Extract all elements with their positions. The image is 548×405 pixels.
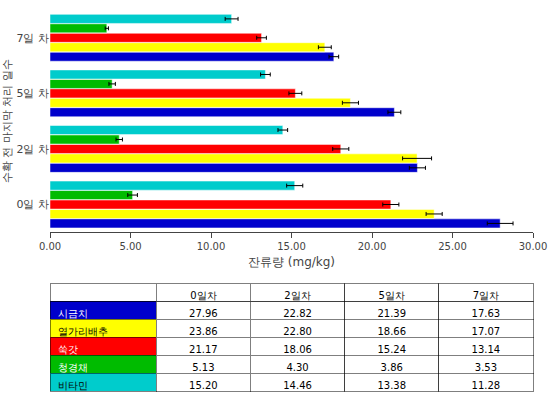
svg-text:17.07: 17.07 [472,326,501,337]
svg-text:0일차: 0일차 [190,290,216,301]
svg-text:5.13: 5.13 [192,362,214,373]
svg-text:22.82: 22.82 [283,308,312,319]
svg-text:23.86: 23.86 [189,326,218,337]
svg-text:3.53: 3.53 [475,362,497,373]
svg-text:13.14: 13.14 [472,344,501,355]
svg-text:20.00: 20.00 [358,241,387,252]
svg-text:2일차: 2일차 [284,290,310,301]
svg-text:21.17: 21.17 [189,344,218,355]
svg-text:3.86: 3.86 [381,362,403,373]
svg-text:18.66: 18.66 [377,326,406,337]
svg-text:27.96: 27.96 [189,308,218,319]
svg-text:15.20: 15.20 [189,380,218,391]
svg-text:5일 차: 5일 차 [17,87,50,100]
svg-text:30.00: 30.00 [519,241,548,252]
svg-text:7일차: 7일차 [473,290,499,301]
svg-text:14.46: 14.46 [283,380,312,391]
svg-text:쑥갓: 쑥갓 [58,344,78,355]
svg-text:21.39: 21.39 [377,308,406,319]
svg-text:청경채: 청경채 [58,362,88,373]
svg-text:2일 차: 2일 차 [17,143,50,156]
svg-text:0일 차: 0일 차 [17,198,50,211]
svg-text:시금치: 시금치 [58,308,88,319]
svg-text:7일 차: 7일 차 [17,32,50,45]
svg-text:10.00: 10.00 [197,241,226,252]
svg-text:0.00: 0.00 [39,241,61,252]
svg-text:잔류량 (mg/kg): 잔류량 (mg/kg) [248,255,335,269]
svg-text:11.28: 11.28 [472,380,501,391]
svg-text:17.63: 17.63 [472,308,501,319]
svg-text:비타민: 비타민 [58,380,88,391]
svg-text:4.30: 4.30 [286,362,308,373]
svg-text:18.06: 18.06 [283,344,312,355]
svg-text:5.00: 5.00 [119,241,141,252]
svg-text:22.80: 22.80 [283,326,312,337]
svg-text:25.00: 25.00 [438,241,467,252]
svg-text:15.00: 15.00 [277,241,306,252]
svg-text:5일차: 5일차 [379,290,405,301]
svg-text:13.38: 13.38 [377,380,406,391]
svg-text:15.24: 15.24 [377,344,406,355]
svg-text:열가리배추: 열가리배추 [58,326,108,337]
svg-text:수확 전 마지막 처리 일수: 수확 전 마지막 처리 일수 [2,59,15,183]
